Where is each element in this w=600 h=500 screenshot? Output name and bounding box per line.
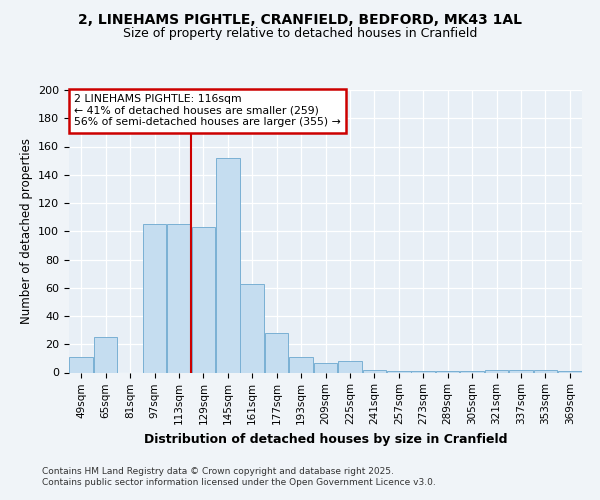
Bar: [558, 371, 581, 372]
Text: 2, LINEHAMS PIGHTLE, CRANFIELD, BEDFORD, MK43 1AL: 2, LINEHAMS PIGHTLE, CRANFIELD, BEDFORD,…: [78, 12, 522, 26]
Text: Contains HM Land Registry data © Crown copyright and database right 2025.
Contai: Contains HM Land Registry data © Crown c…: [42, 468, 436, 487]
Bar: [241, 284, 264, 372]
Bar: [412, 371, 435, 372]
Bar: [436, 371, 460, 372]
Bar: [216, 158, 239, 372]
Bar: [70, 357, 93, 372]
Text: Size of property relative to detached houses in Cranfield: Size of property relative to detached ho…: [123, 28, 477, 40]
Bar: [533, 370, 557, 372]
Bar: [460, 371, 484, 372]
Bar: [289, 357, 313, 372]
Bar: [485, 370, 508, 372]
Bar: [191, 227, 215, 372]
Bar: [338, 361, 362, 372]
Bar: [509, 370, 533, 372]
Bar: [265, 333, 289, 372]
Y-axis label: Number of detached properties: Number of detached properties: [20, 138, 32, 324]
Bar: [387, 371, 410, 372]
Bar: [362, 370, 386, 372]
X-axis label: Distribution of detached houses by size in Cranfield: Distribution of detached houses by size …: [144, 432, 507, 446]
Bar: [143, 224, 166, 372]
Bar: [167, 224, 191, 372]
Text: 2 LINEHAMS PIGHTLE: 116sqm
← 41% of detached houses are smaller (259)
56% of sem: 2 LINEHAMS PIGHTLE: 116sqm ← 41% of deta…: [74, 94, 341, 128]
Bar: [94, 337, 118, 372]
Bar: [314, 362, 337, 372]
